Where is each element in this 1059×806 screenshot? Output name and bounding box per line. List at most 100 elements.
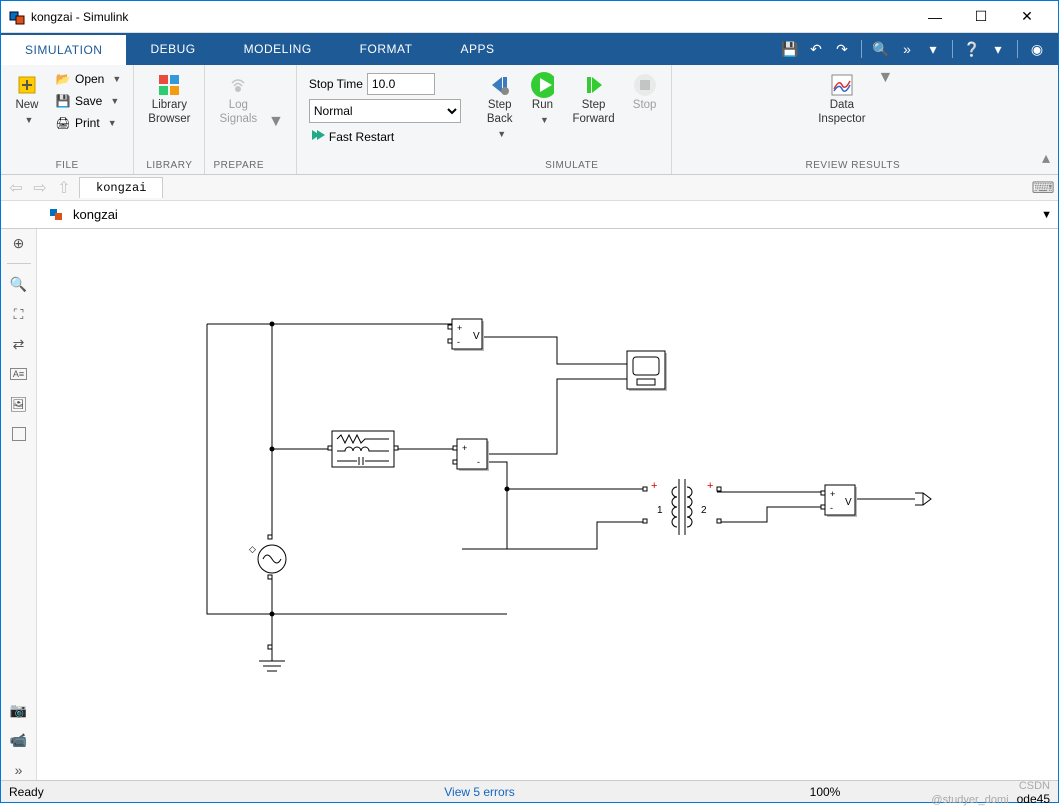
image-icon[interactable]: 🖼	[9, 394, 29, 414]
group-label-library: LIBRARY	[142, 157, 196, 174]
run-button[interactable]: Run▼	[524, 69, 560, 129]
group-simulate: Step Back▼ Run▼ Step Forward Stop SIMULA…	[473, 65, 672, 174]
svg-text:+: +	[651, 480, 657, 492]
breadcrumb-model[interactable]: kongzai	[73, 207, 118, 222]
status-errors-link[interactable]: View 5 errors	[209, 785, 750, 799]
fit-icon[interactable]: ⛶	[9, 304, 29, 324]
window-title: kongzai - Simulink	[31, 10, 912, 24]
print-label: Print	[75, 116, 100, 130]
maximize-button[interactable]: ☐	[958, 2, 1004, 32]
group-label-prepare: PREPARE	[213, 157, 264, 174]
log-signals-button[interactable]: Log Signals	[213, 69, 263, 131]
status-zoom: 100%	[750, 785, 900, 799]
qa-search-icon[interactable]: 🔍	[872, 40, 890, 58]
run-label: Run	[532, 99, 553, 113]
block-terminator[interactable]	[915, 493, 931, 505]
tab-modeling[interactable]: MODELING	[220, 33, 336, 65]
explorer-icon[interactable]: ⊕	[9, 233, 29, 253]
minimize-button[interactable]: —	[912, 2, 958, 32]
collapse-toolstrip-icon[interactable]: ▴	[1034, 65, 1058, 174]
qa-find-icon[interactable]: »	[898, 40, 916, 58]
toggle-icon[interactable]: ⇄	[9, 334, 29, 354]
review-expand[interactable]: ▼	[878, 69, 894, 87]
area-icon[interactable]	[9, 424, 29, 444]
nav-back-icon[interactable]: ⇦	[7, 179, 25, 197]
group-label-file: FILE	[9, 157, 125, 174]
block-voltage-meas-2[interactable]: +-	[453, 439, 489, 471]
svg-text:+: +	[457, 323, 462, 333]
group-label-empty	[305, 157, 465, 174]
qa-undo-icon[interactable]: ↶	[807, 40, 825, 58]
nav-up-icon[interactable]: ⇧	[55, 179, 73, 197]
svg-text:2: 2	[701, 505, 707, 516]
palette: ⊕ 🔍 ⛶ ⇄ A≡ 🖼 📷 📹 »	[1, 229, 37, 780]
step-back-button[interactable]: Step Back▼	[481, 69, 519, 143]
group-library: Library Browser LIBRARY	[134, 65, 205, 174]
qa-help-dropdown-icon[interactable]: ▾	[989, 40, 1007, 58]
tab-debug[interactable]: DEBUG	[126, 33, 219, 65]
fast-restart-icon	[309, 127, 325, 146]
close-button[interactable]: ✕	[1004, 2, 1050, 32]
tabstrip: SIMULATION DEBUG MODELING FORMAT APPS 💾 …	[1, 33, 1058, 65]
svg-text:V: V	[845, 497, 852, 508]
record-icon[interactable]: 📹	[9, 730, 29, 750]
qa-dropdown-icon[interactable]: ▾	[924, 40, 942, 58]
breadcrumb-dropdown-icon[interactable]: ▼	[1041, 209, 1052, 221]
save-button[interactable]: 💾Save▼	[51, 91, 125, 111]
toolstrip: New ▼ 📂Open▼ 💾Save▼ 🖨 Print ▼ FILE Library…	[1, 65, 1058, 175]
stop-time-input[interactable]	[367, 73, 435, 95]
qa-save-icon[interactable]: 💾	[781, 40, 799, 58]
save-icon: 💾	[55, 93, 71, 109]
qa-help-icon[interactable]: ❔	[963, 40, 981, 58]
app-logo-icon	[9, 9, 25, 25]
svg-text:◇: ◇	[249, 544, 256, 554]
open-icon: 📂	[55, 71, 71, 87]
run-icon	[530, 73, 554, 97]
data-inspector-button[interactable]: Data Inspector	[812, 69, 871, 131]
group-file: New ▼ 📂Open▼ 💾Save▼ 🖨 Print ▼ FILE	[1, 65, 134, 174]
print-icon: 🖨	[55, 115, 71, 131]
print-button[interactable]: 🖨 Print ▼	[51, 113, 125, 133]
library-browser-button[interactable]: Library Browser	[142, 69, 196, 131]
stop-button[interactable]: Stop	[627, 69, 663, 117]
log-signals-label: Log Signals	[219, 99, 257, 127]
chevron-down-icon: ▼	[108, 118, 117, 128]
inspector-icon	[830, 73, 854, 97]
group-sim-params: Stop Time Normal Fast Restart	[297, 65, 473, 174]
prepare-expand[interactable]: ▼	[264, 69, 288, 174]
group-review: Data Inspector ▼ REVIEW RESULTS	[672, 65, 1034, 174]
annotation-icon[interactable]: A≡	[9, 364, 29, 384]
library-label: Library Browser	[148, 99, 190, 127]
block-rlc[interactable]	[328, 431, 398, 467]
chevron-down-icon: ▼	[112, 74, 121, 84]
svg-text:+: +	[707, 480, 713, 492]
keyboard-icon[interactable]: ⌨	[1034, 179, 1052, 197]
block-voltage-meas-3[interactable]: +-V	[821, 485, 857, 517]
block-ground[interactable]	[259, 645, 285, 671]
more-icon[interactable]: »	[9, 760, 29, 780]
nav-forward-icon[interactable]: ⇨	[31, 179, 49, 197]
model-icon	[49, 206, 67, 224]
block-transformer[interactable]: 1 2 ++	[643, 479, 721, 535]
qa-redo-icon[interactable]: ↷	[833, 40, 851, 58]
canvas[interactable]: +- V +-	[37, 229, 1058, 780]
qa-pin-icon[interactable]: ◉	[1028, 40, 1046, 58]
new-button[interactable]: New ▼	[9, 69, 45, 129]
block-scope[interactable]	[627, 351, 667, 391]
separator	[861, 40, 862, 58]
tab-simulation[interactable]: SIMULATION	[1, 33, 126, 65]
svg-text:-: -	[457, 337, 460, 347]
block-voltage-meas-1[interactable]: +- V	[448, 319, 484, 351]
zoom-icon[interactable]: 🔍	[9, 274, 29, 294]
fast-restart-button[interactable]: Fast Restart	[309, 127, 394, 146]
stop-time-label: Stop Time	[309, 77, 363, 91]
block-ac-source[interactable]: ◇	[249, 535, 286, 579]
tab-format[interactable]: FORMAT	[336, 33, 437, 65]
screenshot-icon[interactable]: 📷	[9, 700, 29, 720]
tab-apps[interactable]: APPS	[436, 33, 518, 65]
chevron-down-icon: ▼	[110, 96, 119, 106]
open-button[interactable]: 📂Open▼	[51, 69, 125, 89]
sim-mode-select[interactable]: Normal	[309, 99, 461, 123]
model-tab[interactable]: kongzai	[79, 177, 163, 198]
step-forward-button[interactable]: Step Forward	[566, 69, 620, 131]
